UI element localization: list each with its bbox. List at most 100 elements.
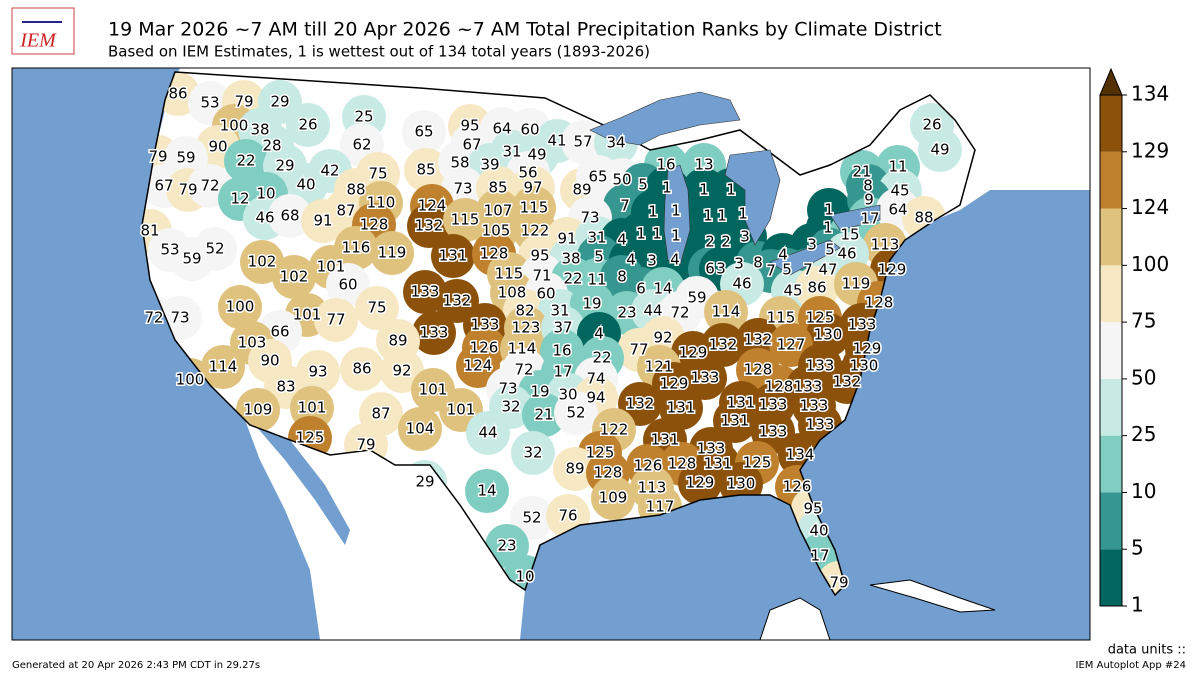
rank-label: 90: [208, 138, 227, 156]
rank-label: 115: [520, 199, 549, 217]
rank-label: 22: [236, 152, 255, 170]
rank-label: 90: [260, 352, 279, 370]
rank-label: 68: [280, 207, 299, 225]
rank-label: 101: [317, 258, 346, 276]
cuba: [869, 579, 996, 613]
rank-label: 5: [638, 176, 648, 194]
rank-label: 101: [447, 401, 476, 419]
rank-label: 132: [415, 217, 444, 235]
rank-label: 44: [478, 424, 497, 442]
rank-label: 131: [721, 412, 750, 430]
rank-label: 133: [759, 396, 788, 414]
lake-superior: [589, 91, 741, 146]
rank-label: 11: [587, 271, 606, 289]
district-cell: [466, 411, 510, 455]
rank-label: 88: [914, 209, 933, 227]
rank-label: 129: [679, 344, 708, 362]
district-cell: [456, 344, 500, 388]
rank-label: 19: [582, 295, 601, 313]
rank-label: 44: [643, 302, 662, 320]
district-cell: [412, 311, 456, 355]
rank-label: 76: [558, 507, 577, 525]
rank-label: 26: [298, 116, 317, 134]
rank-label: 83: [276, 378, 295, 396]
us-outline: [141, 71, 976, 597]
rank-label: 4: [617, 231, 627, 249]
district-cell: [355, 286, 399, 330]
rank-label: 4: [626, 251, 636, 269]
rank-label: 77: [326, 311, 345, 329]
colorbar-tick-label: 124: [1131, 195, 1169, 219]
rank-label: 17: [553, 363, 572, 381]
rank-label: 21: [534, 406, 553, 424]
district-cell: [591, 476, 635, 520]
pacific: [12, 68, 320, 640]
rank-label: 123: [512, 319, 541, 337]
district-cell: [683, 356, 727, 400]
rank-label: 72: [514, 361, 533, 379]
rank-label: 131: [667, 399, 696, 417]
rank-label: 60: [520, 121, 539, 139]
rank-label: 89: [388, 332, 407, 350]
rank-label: 41: [547, 132, 566, 150]
rank-label: 74: [586, 370, 605, 388]
rank-label: 16: [656, 156, 675, 174]
rank-label: 92: [653, 329, 672, 347]
rank-label: 29: [275, 157, 294, 175]
rank-label: 102: [280, 268, 309, 286]
rank-label: 72: [670, 304, 689, 322]
logo-text: IEM: [19, 30, 57, 52]
rank-label: 1: [699, 181, 709, 199]
rank-label: 75: [368, 165, 387, 183]
rank-label: 1: [717, 207, 727, 225]
rank-label: 64: [492, 120, 511, 138]
rank-label: 4: [778, 246, 788, 264]
district-cell: [404, 148, 448, 192]
district-cell: [268, 194, 312, 238]
rank-label: 26: [922, 116, 941, 134]
districts: [142, 72, 962, 595]
rank-label: 47: [818, 261, 837, 279]
rank-label: 17: [860, 210, 879, 228]
rank-label: 131: [704, 455, 733, 473]
colorbar-segment: [1100, 322, 1122, 379]
colorbar-tick-label: 25: [1131, 422, 1156, 446]
rank-label: 115: [767, 309, 796, 327]
logo: IEM: [11, 7, 75, 55]
rank-label: 56: [518, 164, 537, 182]
rank-label: 82: [515, 302, 534, 320]
district-cell: [340, 347, 384, 391]
rank-label: 89: [572, 181, 591, 199]
rank-label: 113: [638, 479, 667, 497]
rank-label: 14: [653, 280, 672, 298]
rank-label: 110: [367, 194, 396, 212]
rank-label: 86: [168, 85, 187, 103]
rank-label: 79: [356, 436, 375, 454]
rank-label: 133: [411, 283, 440, 301]
rank-label: 107: [484, 202, 513, 220]
rank-label: 29: [415, 473, 434, 491]
rank-label: 1: [671, 227, 681, 245]
colorbar-extend: [1099, 67, 1123, 96]
rank-label: 91: [313, 212, 332, 230]
rank-label: 133: [420, 324, 449, 342]
rank-label: 60: [338, 276, 357, 294]
rank-label: 103: [238, 334, 267, 352]
rank-label: 133: [794, 378, 823, 396]
rank-label: 29: [270, 93, 289, 111]
rank-label: 115: [451, 211, 480, 229]
rank-label: 46: [732, 275, 751, 293]
rank-label: 8: [617, 268, 627, 286]
rank-label: 59: [182, 250, 201, 268]
colorbar-tick-label: 5: [1131, 536, 1144, 560]
rank-label: 87: [371, 405, 390, 423]
rank-label: 9: [864, 191, 874, 209]
rank-label: 122: [600, 421, 629, 439]
rank-label: 1: [671, 202, 681, 220]
colorbar-frame: [1099, 94, 1123, 607]
district-cell: [918, 128, 962, 172]
colorbar-segment: [1100, 549, 1122, 606]
rank-label: 73: [170, 309, 189, 327]
rank-label: 22: [563, 270, 582, 288]
rank-label: 95: [530, 247, 549, 265]
